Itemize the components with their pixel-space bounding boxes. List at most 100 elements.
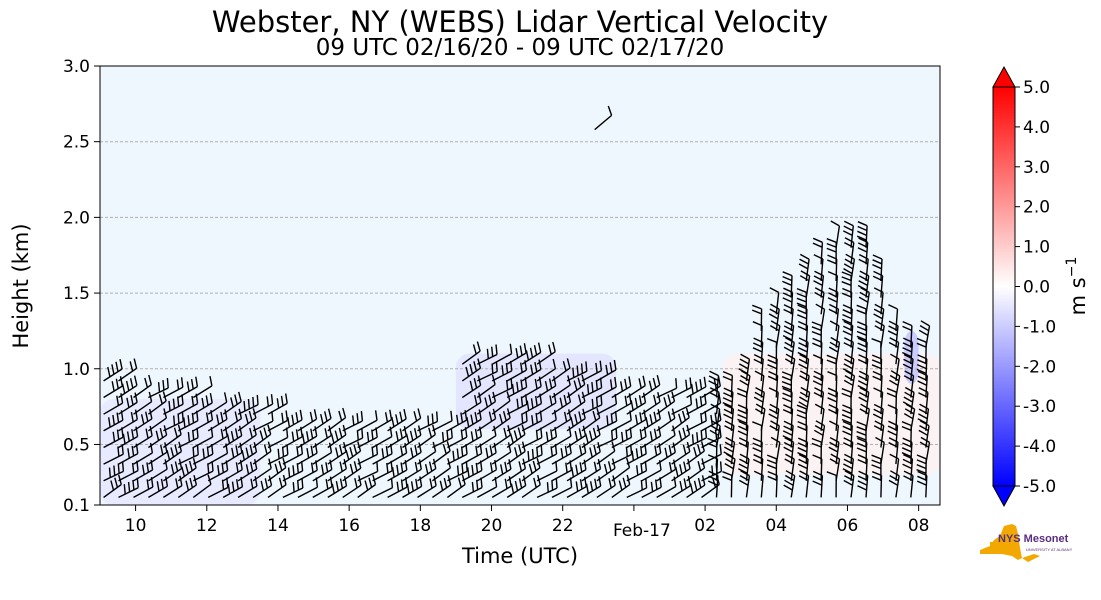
wind-barb [798, 353, 810, 381]
wind-barb [192, 392, 213, 415]
wind-barb [797, 304, 808, 331]
wind-barb [163, 411, 184, 432]
wind-barb [843, 253, 856, 282]
wind-barb [566, 442, 587, 465]
wind-barb [506, 411, 528, 432]
wind-barb [768, 303, 780, 331]
wind-barb [798, 253, 810, 282]
x-tick-label: 08 [908, 516, 930, 536]
logo-text: NYS Mesonet [998, 533, 1069, 545]
wind-barb [752, 337, 764, 365]
wind-barb [814, 287, 825, 315]
y-tick-label: 0.1 [63, 496, 90, 516]
wind-barb [282, 426, 303, 449]
wind-barb [447, 410, 468, 432]
wind-barb [417, 458, 437, 482]
wind-barb [722, 387, 734, 415]
wind-barb [611, 376, 632, 399]
wind-barb [769, 287, 780, 315]
x-tick-label: 06 [837, 516, 859, 536]
wind-barb [769, 320, 781, 348]
wind-barb [887, 420, 899, 448]
colorbar-label: m s−1 [1064, 257, 1090, 316]
wind-barb [828, 336, 841, 365]
x-date-label: Feb-17 [613, 521, 671, 541]
wind-barb [753, 386, 765, 415]
wind-barb [783, 337, 795, 365]
wind-barb [417, 475, 437, 498]
wind-barb [506, 394, 528, 415]
plot-frame [99, 65, 941, 506]
wind-barb [858, 286, 870, 315]
wind-barb [769, 420, 780, 448]
wind-barb [327, 458, 347, 482]
wind-barb [656, 425, 676, 449]
wind-barb [357, 410, 378, 432]
wind-barb [813, 420, 826, 448]
wind-barb [873, 303, 885, 331]
wind-barb [282, 409, 303, 432]
wind-barb [814, 403, 825, 431]
wind-barb [207, 409, 228, 432]
colorbar-tick-label: -3.0 [1023, 397, 1056, 417]
wind-barb [872, 254, 883, 282]
wind-barb [709, 420, 721, 448]
wind-barb [596, 428, 618, 449]
wind-barb [491, 476, 512, 499]
wind-barb [856, 321, 868, 348]
wind-barb [917, 403, 930, 431]
wind-barb [710, 403, 721, 431]
wind-barb [521, 342, 542, 365]
wind-barb [118, 409, 138, 432]
wind-barb [671, 394, 693, 415]
wind-barb [671, 475, 691, 498]
colorbar-extend-max [992, 65, 1016, 88]
wind-barb [312, 408, 332, 432]
wind-barb [372, 409, 393, 432]
wind-barb [842, 304, 853, 331]
wind-barb [766, 454, 778, 481]
wind-barb [536, 358, 557, 382]
x-tick-label: 16 [338, 516, 360, 536]
wind-barb [521, 376, 542, 399]
wind-barb [797, 437, 809, 465]
wind-barb [432, 427, 453, 449]
y-tick-label: 2.0 [63, 208, 90, 228]
wind-barb [148, 377, 169, 399]
wind-barb [402, 408, 422, 432]
wind-barb [782, 287, 794, 315]
wind-barb [118, 426, 139, 449]
x-axis-ticks: 10 12 14 16 18 20 22 02 04 06 08 Feb-17 [125, 505, 930, 541]
wind-barb [626, 409, 647, 432]
wind-barb [707, 454, 719, 481]
wind-barb [387, 459, 408, 482]
wind-barb [103, 461, 125, 482]
wind-barb [447, 461, 468, 482]
wind-barb [827, 387, 838, 415]
wind-barb [888, 470, 900, 498]
wind-barb [461, 392, 482, 415]
wind-barb [737, 420, 749, 448]
wind-barb [812, 237, 824, 265]
wind-barb [267, 410, 289, 432]
wind-barb [133, 459, 154, 482]
colorbar-tick-label: -4.0 [1023, 437, 1056, 457]
wind-barb [192, 461, 214, 482]
wind-barb [237, 459, 258, 482]
wind-barb [103, 359, 123, 382]
wind-barb [797, 337, 809, 365]
wind-barb [830, 220, 841, 248]
wind-barb [551, 358, 571, 382]
wind-barb [737, 453, 750, 481]
wind-barb [918, 420, 930, 448]
wind-barb [297, 426, 318, 449]
wind-barb [826, 238, 837, 265]
wind-barb [312, 442, 333, 465]
wind-barb [919, 436, 931, 465]
wind-barb [491, 377, 513, 399]
wind-barb [701, 461, 723, 482]
wind-barb [890, 353, 900, 382]
wind-barb [476, 425, 497, 449]
colorbar-tick-label: -1.0 [1023, 317, 1056, 337]
wind-barb [842, 353, 855, 381]
